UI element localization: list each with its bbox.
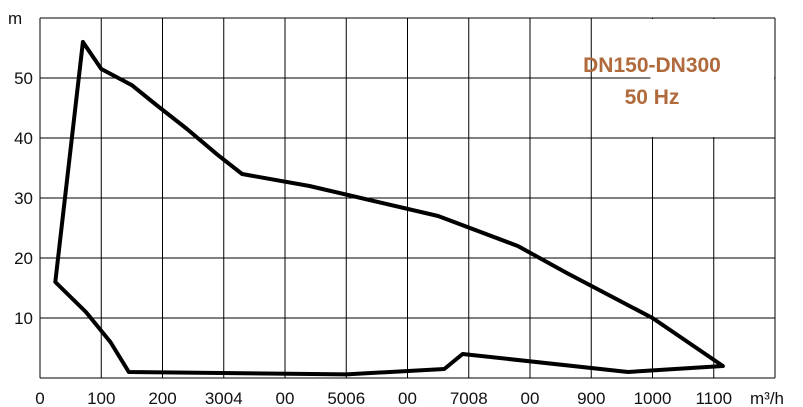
- chart-title-line-2: 50 Hz: [625, 86, 680, 109]
- x-tick-label: 1000: [634, 389, 672, 407]
- chart-marks: [53, 40, 725, 377]
- chart-grid: [39, 17, 776, 379]
- y-tick-label: 20: [14, 249, 33, 268]
- y-tick-label: 50: [14, 69, 33, 88]
- operating-range-curve: [53, 40, 725, 377]
- x-tick-label: 200: [148, 389, 176, 407]
- x-tick-label: 100: [87, 389, 115, 407]
- y-axis-unit: m: [8, 9, 22, 28]
- x-tick-label: 3004: [205, 389, 243, 407]
- chart-title-line-1: DN150-DN300: [583, 54, 721, 77]
- y-tick-label: 40: [14, 129, 33, 148]
- x-tick-label: 00: [398, 389, 417, 407]
- x-tick-label: 0: [35, 389, 44, 407]
- x-tick-label: 5006: [327, 389, 365, 407]
- x-tick-label: 00: [521, 389, 540, 407]
- x-tick-label: 1100: [695, 389, 732, 407]
- x-tick-label: 900: [577, 389, 605, 407]
- x-tick-label: 7008: [450, 389, 488, 407]
- y-tick-label: 10: [14, 309, 33, 328]
- title-background: [650, 19, 774, 137]
- x-tick-label: 00: [276, 389, 295, 407]
- y-tick-label: 30: [14, 189, 33, 208]
- x-axis-unit: m³/h: [750, 389, 784, 407]
- chart-labels: 0 100 200 3004 00 5006 00 7008 00 900 1000 1100 10 20…: [14, 69, 732, 407]
